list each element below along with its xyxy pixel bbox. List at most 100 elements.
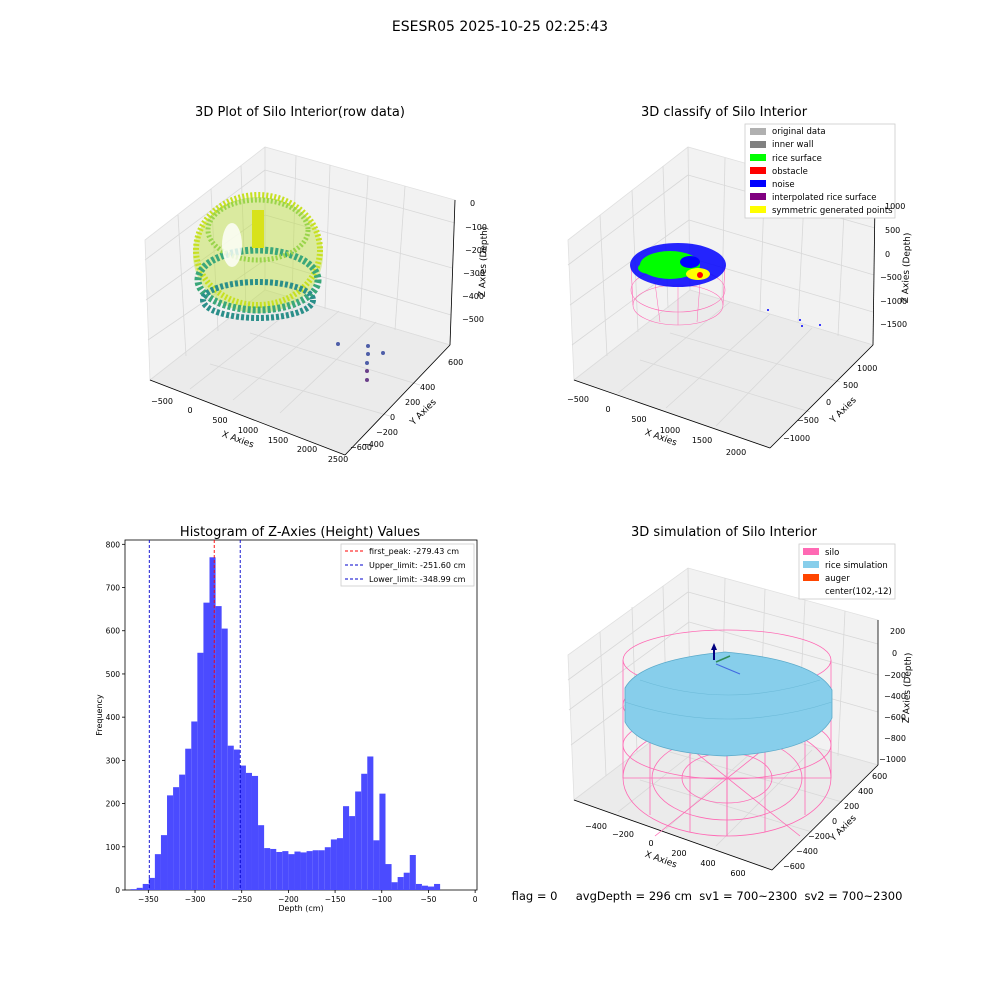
legend-swatch-silo [803,548,819,555]
simulation-x-tick: 0 [648,839,653,848]
raw-axes-box [144,146,456,456]
simulation-y-ticks: 600 400 200 0 −200 −400 −600 [783,772,887,871]
legend-swatch-interpolated-rice-surface [750,193,766,200]
classify-y-tick: −1000 [783,434,810,443]
legend-swatch-auger [803,574,819,581]
raw-y-ticks: 600 400 200 0 −200 −400 −600 [350,358,463,452]
simulation-x-ticks: −400 −200 0 200 400 600 [585,822,746,878]
raw-y-tick: 0 [390,413,395,422]
legend-label: rice surface [772,154,822,164]
y-tick-label: 300 [106,756,121,765]
classify-panel: 3D classify of Silo Interior [567,105,913,457]
raw-x-tick: 500 [212,416,227,425]
histogram-bar [379,793,386,890]
simulation-panel-title: 3D simulation of Silo Interior [631,525,818,540]
histogram-x-ticks: −350 −300 −250 −200 −150 −100 −50 0 [138,890,478,904]
x-tick-label: 0 [473,895,478,904]
x-tick-label: −50 [421,895,437,904]
raw-axis-lines [149,199,456,456]
raw-y-tick: 200 [405,398,420,407]
y-tick-label: 700 [106,584,121,593]
simulation-y-tick: 0 [832,817,837,826]
legend-swatch-obstacle [750,167,766,174]
classify-z-axis-label: Z Axies (Depth) [901,233,913,304]
legend-swatch-rice-simulation [803,561,819,568]
simulation-z-tick: 0 [892,649,897,658]
histogram-bar [397,877,404,890]
classify-x-tick: −500 [567,395,589,404]
raw-z-tick: −200 [465,246,487,255]
histogram-bar [318,850,325,890]
y-tick-label: 500 [106,670,121,679]
x-tick-label: −300 [185,895,206,904]
classify-x-tick: 0 [605,405,610,414]
histogram-bar [276,851,283,890]
legend-swatch-noise [750,180,766,187]
histogram-x-axis-label: Depth (cm) [278,904,323,913]
histogram-bar [270,848,277,890]
histogram-bar [312,850,319,890]
histogram-bar [203,602,210,890]
histogram-bar [434,883,441,890]
raw-y-tick: −200 [376,428,398,437]
legend-swatch-inner-wall [750,141,766,148]
classify-y-tick: 0 [826,398,831,407]
figure-title: ESESR05 2025-10-25 02:25:43 [392,19,608,35]
histogram-bar [179,774,186,890]
legend-label: interpolated rice surface [772,193,877,203]
raw-x-ticks: −500 0 500 1000 1500 2000 2500 [151,397,348,464]
legend-label: first_peak: -279.43 cm [369,547,459,556]
histogram-bar [282,851,289,890]
histogram-bar [306,851,313,890]
simulation-z-tick: −800 [884,734,906,743]
simulation-z-tick: −1000 [879,755,906,764]
classify-point-cloud [630,243,821,327]
histogram-bar [336,838,344,890]
raw-x-tick: 2000 [297,445,317,454]
histogram-bar [185,748,192,890]
raw-y-tick: 400 [420,383,435,392]
histogram-bar [373,840,380,890]
histogram-bar [343,806,350,890]
legend-swatch-symmetric-generated-points [750,206,766,213]
legend-label: rice simulation [825,561,888,571]
histogram-bar [221,628,228,890]
histogram-bar [421,885,428,890]
histogram-bar [191,721,198,890]
legend-label: silo [825,548,839,558]
simulation-z-ticks: 200 0 −200 −400 −600 −800 −1000 [879,627,906,764]
histogram-bar [409,855,416,890]
histogram-y-ticks: 0 100 200 300 400 500 600 700 800 [106,540,125,895]
x-tick-label: −250 [231,895,252,904]
simulation-x-tick: 400 [700,859,715,868]
legend-label: Lower_limit: -348.99 cm [369,575,466,584]
y-tick-label: 400 [106,713,121,722]
classify-panel-title: 3D classify of Silo Interior [641,105,808,120]
classify-x-ticks: −500 0 500 1000 1500 2000 [567,395,746,457]
histogram-bar [142,883,149,890]
classify-z-tick: 0 [885,250,890,259]
histogram-bar [154,854,161,890]
legend-label: Upper_limit: -251.60 cm [369,561,466,570]
histogram-bar [215,606,222,890]
x-tick-label: −100 [371,895,392,904]
histogram-bar [197,652,204,890]
raw-z-axis-label: Z Axies (Depth) [478,227,490,298]
simulation-y-tick: −400 [796,847,818,856]
classify-y-axis-label: Y Axies [828,395,859,426]
histogram-bar [355,791,362,890]
y-tick-label: 100 [106,843,121,852]
classify-z-tick: 500 [885,226,900,235]
legend-swatch-original-data [750,128,766,135]
histogram-bars [130,557,441,890]
x-tick-label: −350 [138,895,159,904]
raw-x-tick: 2500 [328,455,348,464]
histogram-bar [258,825,265,890]
raw-x-tick: 0 [187,406,192,415]
legend-label: inner wall [772,140,813,150]
raw-y-tick: 600 [448,358,463,367]
histogram-bar [427,886,435,890]
raw-data-panel: 3D Plot of Silo Interior(row data) [144,105,490,464]
raw-z-ticks: 0 −100 −200 −300 −400 −500 [462,199,487,324]
